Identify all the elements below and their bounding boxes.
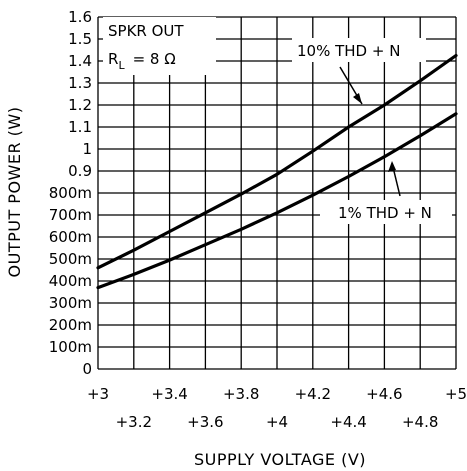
x-tick-label: +4.6 [366, 385, 402, 403]
y-tick-label: 500m [49, 250, 92, 268]
y-tick-label: 1.3 [68, 74, 92, 92]
x-tick-label: +3.8 [223, 385, 259, 403]
y-tick-label: 1.5 [68, 30, 92, 48]
series-line-0 [96, 53, 458, 270]
arrow-1pct-head [388, 161, 396, 172]
condition-box [103, 17, 216, 75]
label-10pct-bg [292, 38, 426, 62]
x-tick-labels: +3 +3.2 +3.4+3.6+3.8 +4 +4.2 +4.4+4.6+4.8 +5 [87, 385, 467, 431]
label-10pct-thd: 10% THD + N [297, 42, 400, 60]
y-tick-label: 300m [49, 294, 92, 312]
series-line-1 [96, 112, 458, 290]
y-tick-label: 0 [82, 360, 92, 378]
y-tick-label: 1.1 [68, 118, 92, 136]
y-tick-label: 800m [49, 184, 92, 202]
x-tick-label: +3.6 [187, 413, 223, 431]
x-tick-label: +4.4 [330, 413, 366, 431]
condition-speaker-label: SPKR OUT [108, 22, 184, 40]
y-axis-label: OUTPUT POWER (W) [5, 107, 24, 278]
x-tick-label: +4 [266, 413, 288, 431]
condition-load-label: RL = 8 Ω [108, 50, 176, 72]
label-1pct-thd: 1% THD + N [338, 204, 432, 222]
y-tick-label: 200m [49, 316, 92, 334]
y-tick-label: 1 [82, 140, 92, 158]
x-tick-label: +3 [87, 385, 109, 403]
y-tick-label: 1.6 [68, 8, 92, 26]
label-1pct-bg [320, 200, 452, 224]
y-tick-labels: 0 100m 200m 300m 400m 500m 600m 700m 800m 0.9 1 1.1… [49, 8, 92, 378]
x-axis-label: SUPPLY VOLTAGE (V) [194, 450, 366, 469]
y-tick-label: 600m [49, 228, 92, 246]
grid [97, 16, 457, 370]
y-tick-label: 1.4 [68, 52, 92, 70]
y-tick-label: 100m [49, 338, 92, 356]
x-tick-label: +3.4 [151, 385, 187, 403]
arrow-10pct-head [353, 93, 362, 104]
y-tick-label: 700m [49, 206, 92, 224]
x-tick-label: +3.2 [116, 413, 152, 431]
y-tick-label: 0.9 [68, 162, 92, 180]
x-tick-label: +4.8 [402, 413, 438, 431]
series-lines [96, 53, 458, 290]
x-tick-label: +5 [445, 385, 467, 403]
y-tick-label: 400m [49, 272, 92, 290]
y-tick-label: 1.2 [68, 96, 92, 114]
x-tick-label: +4.2 [295, 385, 331, 403]
